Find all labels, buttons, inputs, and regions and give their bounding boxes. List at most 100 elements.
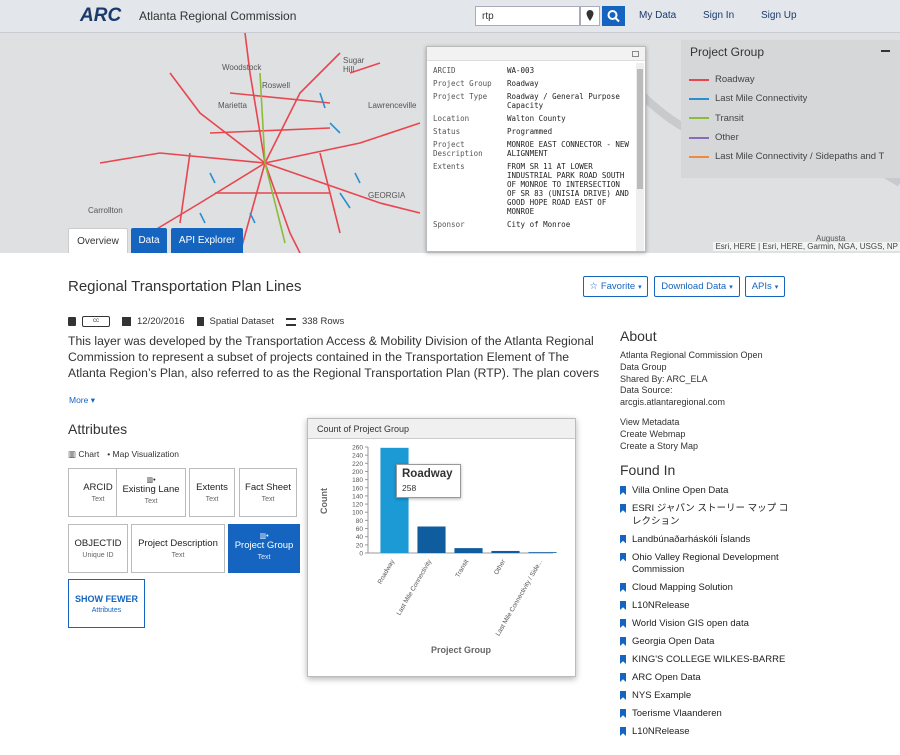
legend-swatch: [689, 155, 709, 158]
found-item[interactable]: ARC Open Data: [620, 672, 795, 685]
action-button[interactable]: Download Data ▾: [654, 276, 740, 297]
bar: [491, 550, 520, 553]
bookmark-icon: [620, 583, 626, 592]
found-label: ARC Open Data: [632, 672, 701, 683]
map-label: GEORGIA: [368, 191, 406, 200]
legend-item: Transit: [681, 109, 900, 128]
bookmark-icon: [620, 673, 626, 682]
popup-fields: ARCID WA-003 Project Group Roadway Project T…: [427, 61, 645, 231]
chart-icon: ▥•: [146, 477, 156, 484]
road: [179, 62, 381, 234]
found-item[interactable]: L10NRelease: [620, 726, 795, 739]
attribute-card[interactable]: Extents Text: [189, 468, 235, 517]
rows-icon: [285, 317, 296, 326]
meta-row: cc 12/20/2016 Spatial Dataset 338 Rows: [68, 316, 344, 327]
tab[interactable]: Overview: [68, 228, 128, 253]
tab[interactable]: API Explorer: [171, 228, 243, 253]
action-button[interactable]: APIs ▾: [745, 276, 785, 297]
sidebar-link[interactable]: Create Webmap: [620, 429, 686, 439]
found-label: Villa Online Open Data: [632, 485, 729, 496]
bookmark-icon: [620, 486, 626, 495]
nav-link[interactable]: My Data: [639, 10, 677, 21]
x-tick-label: Other: [493, 558, 508, 576]
caret: ▾: [729, 283, 733, 291]
pin: [586, 10, 594, 21]
nav-link[interactable]: Sign Up: [761, 10, 797, 21]
locate-button[interactable]: [580, 6, 600, 26]
map-label: Roswell: [262, 81, 291, 90]
caret: ▾: [774, 283, 779, 291]
found-item[interactable]: KING'S COLLEGE WILKES-BARRE: [620, 654, 795, 667]
tooltip-category: Roadway: [402, 468, 453, 480]
connectivity-lines: [199, 92, 361, 224]
found-item[interactable]: Cloud Mapping Solution: [620, 582, 795, 595]
road: [99, 152, 266, 164]
attribute-card[interactable]: ▥• Project Group Text: [228, 524, 300, 573]
date: 12/20/2016: [137, 316, 185, 327]
logo[interactable]: ARC: [80, 5, 122, 26]
collapse[interactable]: [881, 50, 890, 52]
attribute-card[interactable]: OBJECTID Unique ID: [68, 524, 128, 573]
show-fewer[interactable]: SHOW FEWER Attributes: [68, 579, 145, 628]
found-item[interactable]: Villa Online Open Data: [620, 485, 795, 498]
found-item[interactable]: Toerisme Vlaanderen: [620, 708, 795, 721]
attribute-type: Text: [91, 496, 105, 503]
y-axis-label: Count: [319, 488, 329, 514]
found-item[interactable]: NYS Example: [620, 690, 795, 703]
popup-field: Project Description MONROE EAST CONNECTOR…: [427, 138, 645, 160]
y-tick-label: 220: [352, 461, 363, 468]
attribute-type: Text: [257, 554, 271, 561]
action-button[interactable]: ☆ Favorite ▾: [583, 276, 648, 297]
field-value: Walton County: [507, 114, 566, 123]
map-label: Woodstock: [222, 63, 262, 72]
found-item[interactable]: Georgia Open Data: [620, 636, 795, 649]
found-item[interactable]: ESRI ジャパン ストーリー マップ コレクション: [620, 503, 795, 528]
tooltip-value: 258: [402, 483, 417, 493]
more-link[interactable]: More ▾: [69, 395, 96, 405]
handle: [614, 17, 620, 23]
locate-icon: [586, 10, 594, 21]
road: [239, 162, 266, 253]
field-value: Roadway: [507, 79, 539, 88]
found-item[interactable]: World Vision GIS open data: [620, 618, 795, 631]
bookmark-icon: [620, 504, 626, 513]
sidebar-link[interactable]: View Metadata: [620, 417, 680, 427]
popup-field: ARCID WA-003: [427, 64, 645, 77]
view-toggle: ▥ Chart • Map Visualization: [68, 449, 179, 460]
road: [149, 162, 266, 234]
field-value: City of Monroe: [507, 220, 571, 229]
search-button[interactable]: [602, 6, 625, 26]
y-tick-label: 260: [352, 445, 363, 452]
y-tick-label: 0: [359, 551, 363, 558]
attribute-card[interactable]: Project Description Text: [131, 524, 225, 573]
dataset-title: Regional Transportation Plan Lines: [68, 278, 302, 295]
search-input[interactable]: rtp: [475, 6, 580, 26]
tooltip: Roadway 258: [396, 464, 461, 498]
legend-swatch: [689, 78, 709, 81]
chart-view[interactable]: ▥ Chart: [68, 449, 100, 459]
found-label: World Vision GIS open data: [632, 618, 749, 629]
button-label: Favorite: [600, 281, 636, 292]
map-view[interactable]: • Map Visualization: [107, 449, 180, 459]
found-item[interactable]: Ohio Valley Regional Development Commiss…: [620, 552, 795, 577]
popup-field: Status Programmed: [427, 125, 645, 138]
road: [264, 122, 421, 164]
found-label: L10NRelease: [632, 600, 690, 611]
kind: Spatial Dataset: [209, 316, 274, 327]
found-item[interactable]: Landbúnaðarháskóli Íslands: [620, 534, 795, 547]
attribute-card[interactable]: Fact Sheet Text: [239, 468, 297, 517]
popup-field: Sponsor City of Monroe: [427, 218, 645, 231]
found-item[interactable]: L10NRelease: [620, 600, 795, 613]
nav-link[interactable]: Sign In: [703, 10, 735, 21]
map-label: Marietta: [218, 101, 247, 110]
maximize[interactable]: [632, 51, 639, 57]
legend-item: Last Mile Connectivity / Sidepaths and T: [681, 147, 900, 166]
lens: [607, 10, 618, 20]
attribute-card[interactable]: ▥• Existing Lane Text: [116, 468, 186, 517]
org-name[interactable]: Atlanta Regional Commission: [139, 9, 297, 23]
sidebar-link[interactable]: Create a Story Map: [620, 441, 699, 451]
found-label: ESRI ジャパン ストーリー マップ コレクション: [632, 503, 789, 527]
legend-label: Other: [715, 132, 739, 144]
tab[interactable]: Data: [131, 228, 167, 253]
